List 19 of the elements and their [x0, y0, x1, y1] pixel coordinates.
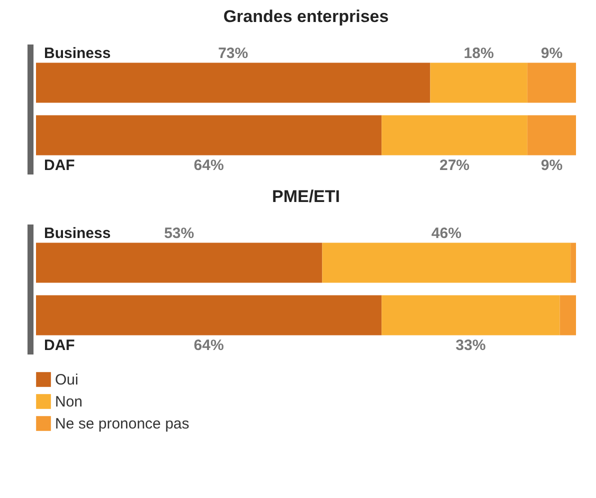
- data-label: 27%: [439, 157, 470, 174]
- data-label: 73%: [218, 44, 248, 62]
- y-tick-label: Business: [44, 224, 111, 242]
- data-label: 46%: [431, 224, 462, 242]
- y-tick-label: DAF: [44, 337, 75, 354]
- y-tick-label: Business: [44, 44, 111, 62]
- data-label: 64%: [194, 337, 224, 354]
- text: Grandes enterprises: [223, 7, 389, 26]
- legend-label: Ne se prononce pas: [55, 416, 190, 432]
- text: PME/ETI: [272, 187, 340, 206]
- data-label: 9%: [540, 44, 563, 62]
- legend-label: Oui: [55, 372, 78, 388]
- data-label: 9%: [540, 157, 563, 174]
- legend-label: Non: [55, 394, 83, 410]
- data-label: 64%: [194, 157, 224, 174]
- data-label: 18%: [464, 44, 494, 62]
- data-label: 53%: [164, 224, 194, 242]
- y-tick-label: DAF: [44, 157, 75, 174]
- data-label: 33%: [456, 337, 486, 354]
